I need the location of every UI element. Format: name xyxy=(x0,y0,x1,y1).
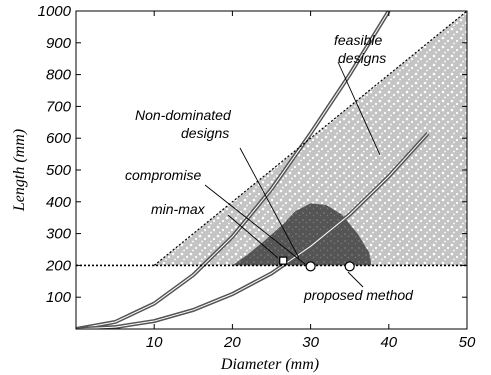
feasible-region xyxy=(154,11,467,266)
y-tick-label: 700 xyxy=(46,98,72,115)
arrow-non-dominated xyxy=(239,147,300,259)
marker-min-max xyxy=(279,256,288,265)
arrow-proposed xyxy=(347,271,364,288)
y-tick-label: 300 xyxy=(46,226,72,243)
axis-ticks: 10 20 30 40 50 100 200 300 400 500 600 700 800 900 100… xyxy=(38,3,476,351)
solution-markers xyxy=(279,256,355,272)
marker-compromise xyxy=(305,261,316,272)
design-curve-lower-core xyxy=(76,133,429,329)
y-axis-title: Length (mm) xyxy=(11,129,28,212)
label-feasible-2: designs xyxy=(338,50,386,66)
y-tick-label: 200 xyxy=(45,257,72,274)
marker-proposed-method xyxy=(344,261,355,272)
design-curve-upper-core xyxy=(76,11,390,329)
y-tick-label: 1000 xyxy=(38,3,72,20)
label-feasible-1: feasible xyxy=(334,32,382,48)
arrow-compromise xyxy=(204,184,306,265)
label-compromise: compromise xyxy=(125,167,201,183)
x-tick-label: 20 xyxy=(223,334,241,351)
annotation-arrows xyxy=(204,61,381,288)
y-tick-label: 600 xyxy=(46,130,72,147)
label-non-dominated-1: Non-dominated xyxy=(135,107,232,123)
y-tick-label: 800 xyxy=(46,67,72,84)
x-tick-label: 40 xyxy=(380,334,397,351)
label-non-dominated-2: designs xyxy=(181,125,229,141)
constraint-line-diagonal xyxy=(153,11,467,266)
arrow-min-max xyxy=(227,214,279,259)
y-tick-label: 400 xyxy=(46,194,72,211)
label-min-max: min-max xyxy=(151,201,206,217)
x-tick-label: 10 xyxy=(146,334,163,351)
x-axis-title: Diameter (mm) xyxy=(220,356,319,373)
non-dominated-region xyxy=(232,203,372,266)
y-tick-label: 900 xyxy=(46,35,72,52)
y-tick-label: 100 xyxy=(46,289,72,306)
label-proposed-method: proposed method xyxy=(303,287,414,303)
y-tick-label: 500 xyxy=(46,162,72,179)
x-tick-label: 30 xyxy=(302,334,319,351)
x-tick-label: 50 xyxy=(459,334,476,351)
arrow-feasible xyxy=(337,61,381,156)
